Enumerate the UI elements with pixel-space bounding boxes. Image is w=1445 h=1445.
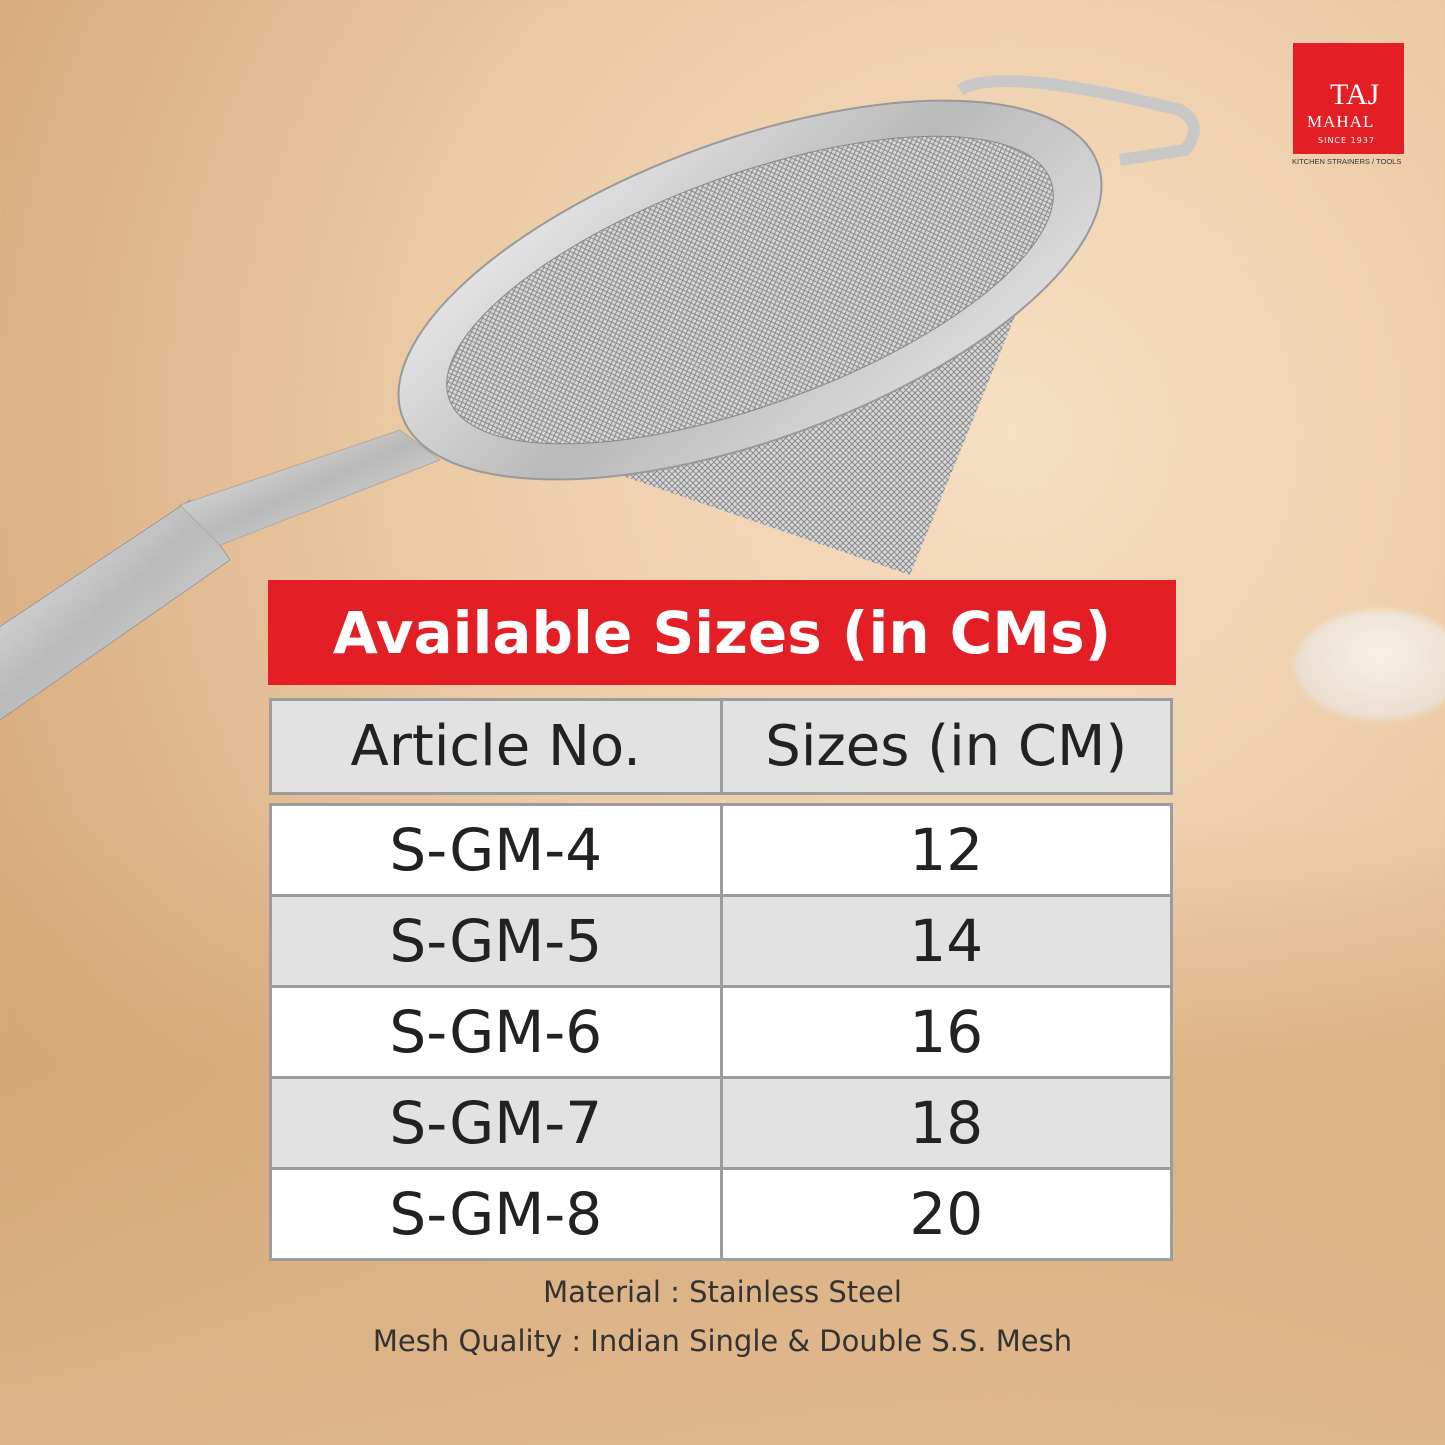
header-size: Sizes (in CM) <box>719 698 1173 795</box>
brand-tagline: KITCHEN STRAINERS / TOOLS <box>1292 157 1402 166</box>
strainer-image <box>0 75 1200 720</box>
size-cell: 12 <box>719 803 1173 897</box>
title-banner: Available Sizes (in CMs) <box>268 580 1176 685</box>
table-row: S-GM-4 12 <box>269 803 1173 897</box>
table-row: S-GM-7 18 <box>269 1076 1173 1170</box>
header-article: Article No. <box>269 698 723 795</box>
article-cell: S-GM-5 <box>269 894 723 988</box>
table-row: S-GM-5 14 <box>269 894 1173 988</box>
article-cell: S-GM-4 <box>269 803 723 897</box>
size-cell: 18 <box>719 1076 1173 1170</box>
size-cell: 16 <box>719 985 1173 1079</box>
table-header: Article No. Sizes (in CM) <box>269 698 1173 795</box>
material-text: Material : Stainless Steel <box>543 1275 902 1309</box>
logo-text: TAJ <box>1330 78 1380 111</box>
size-cell: 14 <box>719 894 1173 988</box>
background-plate <box>1295 610 1445 720</box>
article-cell: S-GM-8 <box>269 1167 723 1261</box>
logo-since: SINCE 1937 <box>1318 136 1375 145</box>
mesh-text: Mesh Quality : Indian Single & Double S.… <box>372 1324 1073 1358</box>
size-cell: 20 <box>719 1167 1173 1261</box>
table-row: S-GM-8 20 <box>269 1167 1173 1261</box>
article-cell: S-GM-6 <box>269 985 723 1079</box>
brand-logo <box>1293 43 1404 154</box>
sizes-table: S-GM-4 12 S-GM-5 14 S-GM-6 16 S-GM-7 18 S-GM… <box>269 803 1173 1261</box>
table-row: S-GM-6 16 <box>269 985 1173 1079</box>
article-cell: S-GM-7 <box>269 1076 723 1170</box>
logo-text: MAHAL <box>1307 112 1375 131</box>
